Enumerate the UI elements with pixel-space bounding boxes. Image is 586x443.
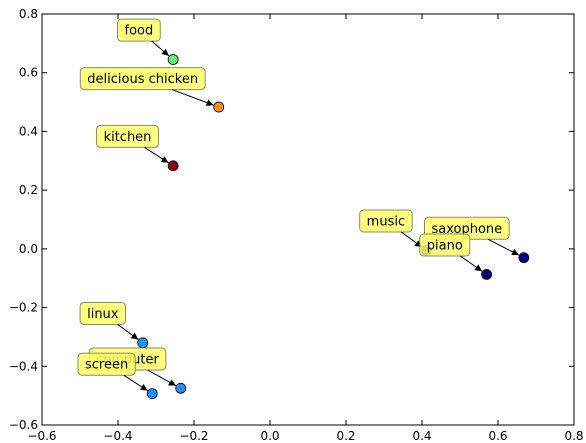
- x-tick-label: −0.6: [27, 429, 56, 443]
- annotation-kitchen: kitchen: [96, 124, 169, 164]
- annotation-screen: screen: [77, 352, 148, 392]
- annotation-food: food: [117, 18, 170, 57]
- annotation-box: [359, 209, 413, 233]
- x-tick-label: −0.2: [179, 429, 208, 443]
- y-tick-label: 0.0: [19, 242, 38, 256]
- annotation-arrow: [487, 238, 520, 256]
- annotation-arrow: [144, 146, 169, 164]
- data-points: [137, 54, 530, 399]
- point-piano: [481, 268, 493, 280]
- annotation-delicious-chicken: delicious chicken: [79, 67, 214, 106]
- y-tick-label: −0.2: [9, 301, 38, 315]
- point-linux: [137, 337, 149, 349]
- y-tick-label: −0.4: [9, 359, 38, 373]
- axes-frame: [41, 13, 575, 426]
- annotations: food delicious chicken kitchen music saxopho…: [77, 18, 520, 392]
- point-saxophone: [518, 252, 530, 264]
- point-delicious-chicken: [213, 101, 225, 113]
- y-tick-label: 0.2: [19, 183, 38, 197]
- annotation-box: [117, 18, 161, 42]
- annotation-arrow: [400, 231, 423, 248]
- x-tick-label: 0.0: [260, 429, 279, 443]
- annotation-label: screen: [85, 358, 128, 373]
- annotation-arrow: [123, 374, 148, 392]
- y-tick-label: −0.6: [9, 418, 38, 432]
- annotation-box: [79, 67, 206, 91]
- annotation-box: [96, 124, 159, 148]
- x-tick-label: 0.8: [564, 429, 583, 443]
- point-food: [167, 54, 179, 65]
- annotation-box: [419, 233, 471, 257]
- x-tick-label: −0.4: [103, 429, 132, 443]
- annotation-label: saxophone: [432, 222, 503, 237]
- point-computer: [175, 382, 187, 394]
- y-tick-label: 0.4: [19, 124, 38, 138]
- annotation-box: [77, 352, 136, 376]
- annotation-box: [79, 301, 127, 325]
- annotation-arrow: [147, 369, 177, 387]
- x-tick-label: 0.4: [412, 429, 431, 443]
- y-tick-label: 0.6: [19, 66, 38, 80]
- annotation-arrow: [171, 89, 214, 106]
- annotation-piano: piano: [419, 233, 483, 272]
- annotation-label: linux: [87, 307, 119, 322]
- annotation-label: food: [125, 24, 154, 39]
- annotation-linux: linux: [79, 301, 139, 340]
- x-tick-label: 0.6: [488, 429, 507, 443]
- annotation-arrow: [151, 40, 170, 57]
- annotation-label: kitchen: [104, 130, 152, 145]
- annotation-arrow: [117, 324, 139, 340]
- annotation-label: delicious chicken: [87, 72, 198, 87]
- axes: −0.6 −0.4 −0.2 0.0 0.2 0.4 0.6 0.8 −0.6 −0.4 −0.2 0…: [9, 7, 584, 443]
- y-tick-label: 0.8: [19, 7, 38, 21]
- annotation-arrow: [460, 255, 483, 272]
- x-tick-label: 0.2: [336, 429, 355, 443]
- annotation-label: music: [367, 214, 405, 229]
- annotation-music: music: [359, 209, 423, 248]
- annotation-label: piano: [427, 239, 463, 254]
- point-kitchen: [167, 160, 179, 172]
- point-screen: [146, 388, 158, 399]
